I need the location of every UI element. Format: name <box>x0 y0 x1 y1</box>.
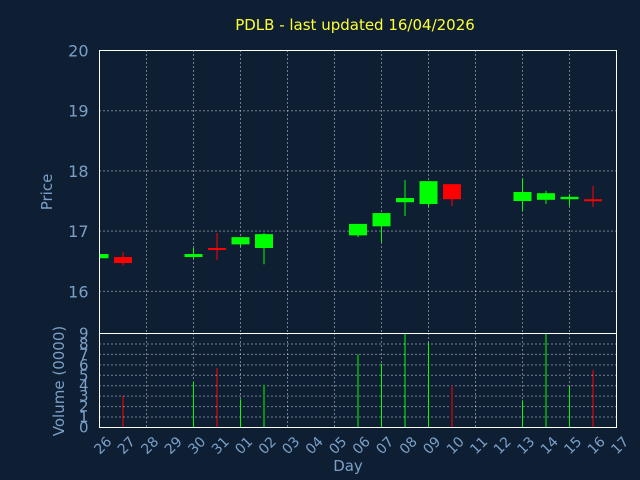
x-tick-label: 06 <box>350 434 374 458</box>
candle-body <box>419 181 438 205</box>
x-tick-label: 27 <box>115 434 139 458</box>
candle-31 <box>208 232 226 261</box>
candle-body <box>349 223 367 236</box>
price-panel-frame <box>99 50 617 334</box>
x-tick-label: 12 <box>491 434 515 458</box>
x-tick-label: 07 <box>373 434 397 458</box>
candle-09 <box>419 181 438 208</box>
volume-tick-label: 7 <box>79 345 89 363</box>
candles <box>99 178 602 266</box>
x-tick-label: 02 <box>256 434 280 458</box>
volume-tick-label: 6 <box>79 356 89 374</box>
volume-tick-label: 5 <box>79 366 89 384</box>
price-tick-label: 17 <box>68 222 88 241</box>
candle-27 <box>114 252 132 266</box>
x-tick-label: 10 <box>444 434 468 458</box>
candle-body <box>584 199 602 202</box>
x-tick-label: 13 <box>514 434 538 458</box>
x-tick-label: 08 <box>397 434 421 458</box>
candle-26 <box>99 254 109 260</box>
candle-body <box>99 254 109 259</box>
candle-10 <box>443 184 461 206</box>
volume-tick-label: 1 <box>79 408 89 426</box>
candle-15 <box>560 193 579 206</box>
candle-body <box>208 247 226 250</box>
volume-tick-label: 2 <box>79 398 89 416</box>
candle-07 <box>372 213 391 242</box>
volume-tick-label: 3 <box>79 387 89 405</box>
x-tick-label: 14 <box>538 434 562 458</box>
x-tick-label: 30 <box>185 434 209 458</box>
x-tick-label: 01 <box>232 434 256 458</box>
volume-tick-label: 9 <box>79 325 89 343</box>
candle-30 <box>184 247 203 259</box>
x-tick-label: 31 <box>209 434 233 458</box>
x-axis-ticks: 26 27 28 29 30 31 01 02 03 04 05 06 07 08 09 10 11 12 13 14… <box>91 434 632 458</box>
candle-body <box>372 213 391 227</box>
x-tick-label: 26 <box>91 434 115 458</box>
price-tick-label: 16 <box>68 282 88 301</box>
price-axis-label: Price <box>38 174 56 211</box>
x-tick-label: 16 <box>585 434 609 458</box>
volume-panel-frame <box>99 333 617 428</box>
candle-16 <box>584 185 602 208</box>
price-tick-label: 18 <box>68 162 88 181</box>
x-tick-label: 03 <box>279 434 303 458</box>
candle-08 <box>396 179 414 217</box>
candle-body <box>560 196 579 200</box>
price-grid <box>99 50 617 334</box>
candle-body <box>513 192 532 202</box>
volume-axis-label: Volume (0000) <box>50 326 68 436</box>
volume-bars <box>122 333 594 428</box>
candle-body <box>443 184 461 200</box>
volume-tick-label: 8 <box>79 335 89 353</box>
candle-01 <box>231 237 250 247</box>
x-tick-label: 15 <box>561 434 585 458</box>
candle-02 <box>255 232 273 265</box>
x-axis-label: Day <box>333 457 363 475</box>
volume-tick-label: 0 <box>79 419 89 437</box>
candle-13 <box>513 178 532 212</box>
x-tick-label: 04 <box>303 434 327 458</box>
candle-body <box>255 234 273 248</box>
x-tick-label: 05 <box>326 434 350 458</box>
x-tick-label: 09 <box>420 434 444 458</box>
candle-14 <box>537 190 555 205</box>
price-tick-label: 20 <box>68 42 88 61</box>
x-tick-label: 28 <box>138 434 162 458</box>
x-tick-label: 11 <box>467 434 491 458</box>
candle-body <box>114 257 132 264</box>
x-tick-label: 17 <box>608 434 632 458</box>
candle-body <box>231 237 250 245</box>
x-tick-label: 29 <box>162 434 186 458</box>
candle-body <box>537 193 555 200</box>
candle-body <box>396 198 414 203</box>
chart-title: PDLB - last updated 16/04/2026 <box>235 16 475 34</box>
price-tick-label: 19 <box>68 102 88 121</box>
volume-tick-label: 4 <box>79 377 89 395</box>
price-axis-ticks: 16 17 18 19 20 <box>68 42 88 302</box>
candle-06 <box>349 223 367 238</box>
candle-body <box>184 254 203 258</box>
